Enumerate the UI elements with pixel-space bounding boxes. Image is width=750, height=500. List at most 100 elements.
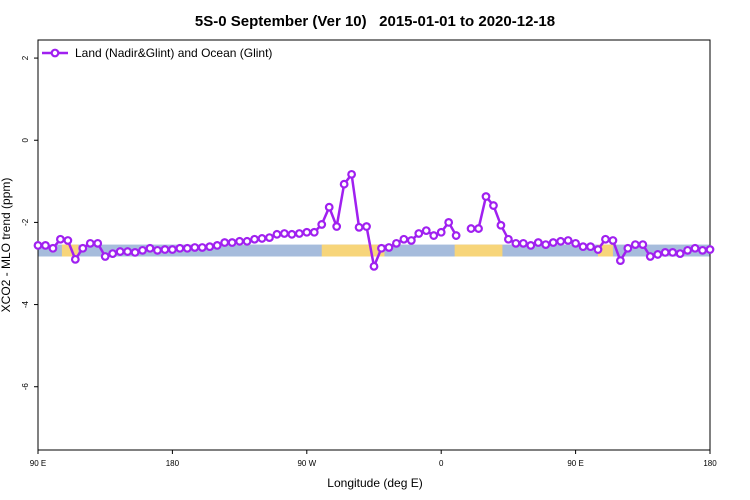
point xyxy=(63,236,73,245)
legend-label: Land (Nadir&Glint) and Ocean (Glint) xyxy=(75,46,272,60)
point xyxy=(653,250,663,259)
point xyxy=(309,227,319,237)
point xyxy=(384,243,394,252)
point xyxy=(362,222,371,231)
point xyxy=(533,238,543,247)
point xyxy=(623,243,633,253)
point xyxy=(48,243,58,253)
point xyxy=(421,226,431,236)
x-tick-label: 180 xyxy=(703,459,717,468)
point xyxy=(145,243,155,253)
point xyxy=(265,233,274,243)
surface-band xyxy=(321,244,385,257)
point xyxy=(638,240,648,249)
point xyxy=(429,231,439,240)
y-tick-label: -2 xyxy=(21,218,30,226)
point xyxy=(153,245,162,255)
point xyxy=(526,241,536,250)
y-tick-label: 0 xyxy=(21,137,30,142)
point xyxy=(280,229,289,238)
point xyxy=(115,247,125,256)
point xyxy=(593,245,603,254)
point xyxy=(406,236,416,245)
point xyxy=(85,238,95,248)
point xyxy=(563,236,573,245)
point xyxy=(511,238,521,248)
point xyxy=(242,236,252,246)
point xyxy=(108,249,118,259)
point xyxy=(197,243,207,252)
point xyxy=(466,224,476,233)
x-tick-label: 90 E xyxy=(567,459,583,468)
point xyxy=(481,192,491,201)
point xyxy=(70,254,80,264)
point xyxy=(571,238,580,248)
point xyxy=(414,229,424,238)
point xyxy=(683,245,692,255)
point xyxy=(392,238,401,248)
y-tick-label: -4 xyxy=(21,300,30,308)
y-axis-label: XCO2 - MLO trend (ppm) xyxy=(0,178,13,313)
point xyxy=(190,243,200,252)
point xyxy=(272,229,282,239)
point xyxy=(294,229,304,238)
point xyxy=(220,238,230,247)
point xyxy=(504,234,513,244)
point xyxy=(212,241,222,250)
point xyxy=(578,242,588,252)
point xyxy=(160,245,170,254)
point xyxy=(332,222,342,231)
point xyxy=(586,242,595,252)
point xyxy=(33,241,43,250)
y-tick-label: -6 xyxy=(21,383,30,391)
x-tick-label: 180 xyxy=(166,459,180,468)
point xyxy=(436,227,446,237)
point xyxy=(257,234,267,243)
point xyxy=(377,243,386,253)
point xyxy=(474,224,483,233)
point xyxy=(668,247,678,257)
point xyxy=(138,245,147,255)
point xyxy=(675,249,685,259)
point xyxy=(317,220,327,229)
point xyxy=(227,238,237,247)
point xyxy=(175,243,185,253)
point xyxy=(354,222,364,232)
point xyxy=(123,247,132,256)
point xyxy=(339,179,349,189)
point xyxy=(347,169,357,179)
point xyxy=(100,252,110,261)
y-tick-label: 2 xyxy=(21,55,30,60)
point xyxy=(56,234,65,244)
point xyxy=(630,240,640,249)
point xyxy=(451,231,461,240)
point xyxy=(518,238,528,248)
point xyxy=(302,227,312,237)
point xyxy=(541,240,551,249)
surface-band xyxy=(61,244,79,257)
point xyxy=(556,236,566,246)
point xyxy=(235,236,245,246)
point xyxy=(496,220,506,230)
point xyxy=(690,243,700,253)
point xyxy=(616,256,625,266)
point xyxy=(324,202,334,212)
point xyxy=(250,234,259,244)
surface-band xyxy=(598,244,613,257)
point xyxy=(444,218,454,227)
point xyxy=(182,243,192,253)
chart-title: 5S-0 September (Ver 10) 2015-01-01 to 20… xyxy=(195,13,555,30)
point xyxy=(698,245,707,255)
point xyxy=(205,242,215,252)
point xyxy=(41,241,50,250)
point xyxy=(548,238,558,247)
point xyxy=(78,243,88,253)
point xyxy=(287,229,297,239)
point xyxy=(369,261,379,271)
point xyxy=(167,245,177,254)
x-tick-label: 90 W xyxy=(297,459,316,468)
point xyxy=(608,236,618,245)
point xyxy=(399,234,409,244)
point xyxy=(645,252,655,261)
